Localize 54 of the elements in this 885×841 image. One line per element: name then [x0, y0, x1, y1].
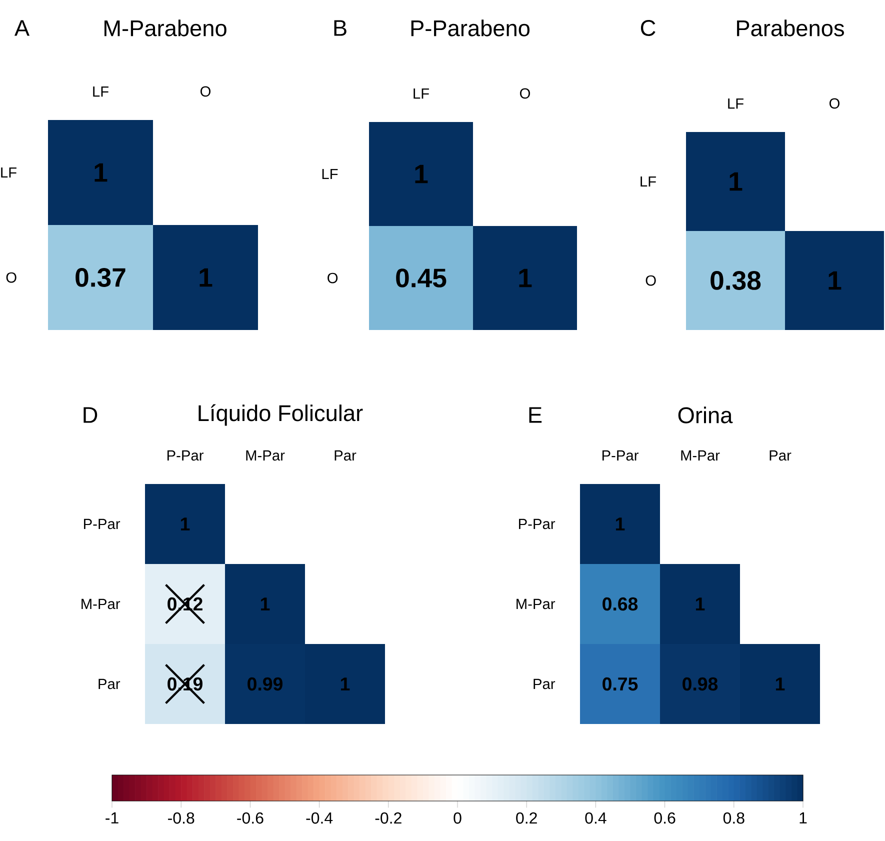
text: A — [14, 20, 30, 36]
chart-title: Líquido Folicular — [198, 404, 363, 426]
color-bar-label: -0.6 — [237, 812, 264, 824]
color-bar-label: -0.4 — [306, 812, 333, 824]
x-tick-label: O — [200, 86, 211, 97]
text: D — [84, 407, 98, 423]
data-label: 0.38 — [710, 271, 761, 290]
text: C — [640, 20, 656, 36]
text: E — [529, 407, 542, 423]
data-label: 1 — [340, 678, 350, 690]
x-tick-label: LF — [414, 88, 429, 99]
data-label: 1 — [200, 268, 212, 287]
data-label: 1 — [260, 598, 270, 610]
color-bar-label: -1 — [106, 812, 118, 824]
y-tick-label: M-Par — [516, 598, 556, 610]
color-bar-label: 0.8 — [723, 812, 744, 824]
y-tick-label: Par — [534, 678, 556, 690]
color-bar-label: 0.6 — [654, 812, 676, 824]
x-tick-label: Par — [770, 450, 792, 461]
data-label: 0.98 — [682, 677, 718, 691]
data-label: 0.99 — [248, 677, 282, 691]
data-label: 1 — [94, 163, 108, 182]
y-tick-label: P-Par — [519, 518, 556, 530]
x-tick-label: P-Par — [167, 450, 204, 461]
color-bar-label: 0 — [454, 812, 462, 824]
y-tick-label: M-Par — [82, 598, 120, 610]
x-tick-label: P-Par — [602, 450, 639, 461]
y-tick-label: P-Par — [84, 518, 120, 530]
data-label: 1 — [180, 518, 190, 530]
color-bar-label: -0.2 — [375, 812, 402, 824]
data-label: 1 — [696, 598, 705, 610]
data-label: 0.68 — [602, 597, 638, 611]
y-tick-label: Par — [98, 678, 120, 690]
color-bar-label: 0.2 — [516, 812, 537, 824]
x-tick-label: M-Par — [246, 450, 285, 461]
chart-title: Parabenos — [737, 20, 844, 36]
x-tick-label: Par — [334, 450, 356, 461]
chart-title: M-Parabeno — [104, 20, 226, 36]
x-tick-label: M-Par — [681, 450, 720, 461]
chart-title: P-Parabeno — [411, 20, 530, 36]
data-label: 0.37 — [76, 268, 126, 287]
data-label: 1 — [519, 268, 532, 288]
color-bar-label: 1 — [800, 812, 807, 824]
data-label: 1 — [776, 678, 785, 690]
color-bar-label: -0.8 — [168, 812, 194, 824]
data-label: 0.45 — [396, 268, 446, 288]
data-label: 1 — [828, 271, 842, 290]
data-label: 0.75 — [602, 677, 638, 691]
chart-title: Orina — [678, 406, 733, 424]
data-label: 1 — [730, 172, 742, 191]
text: B — [334, 20, 346, 36]
data-label: 1 — [415, 164, 428, 184]
color-bar-label: 0.4 — [585, 812, 606, 824]
data-label: 1 — [616, 518, 625, 530]
